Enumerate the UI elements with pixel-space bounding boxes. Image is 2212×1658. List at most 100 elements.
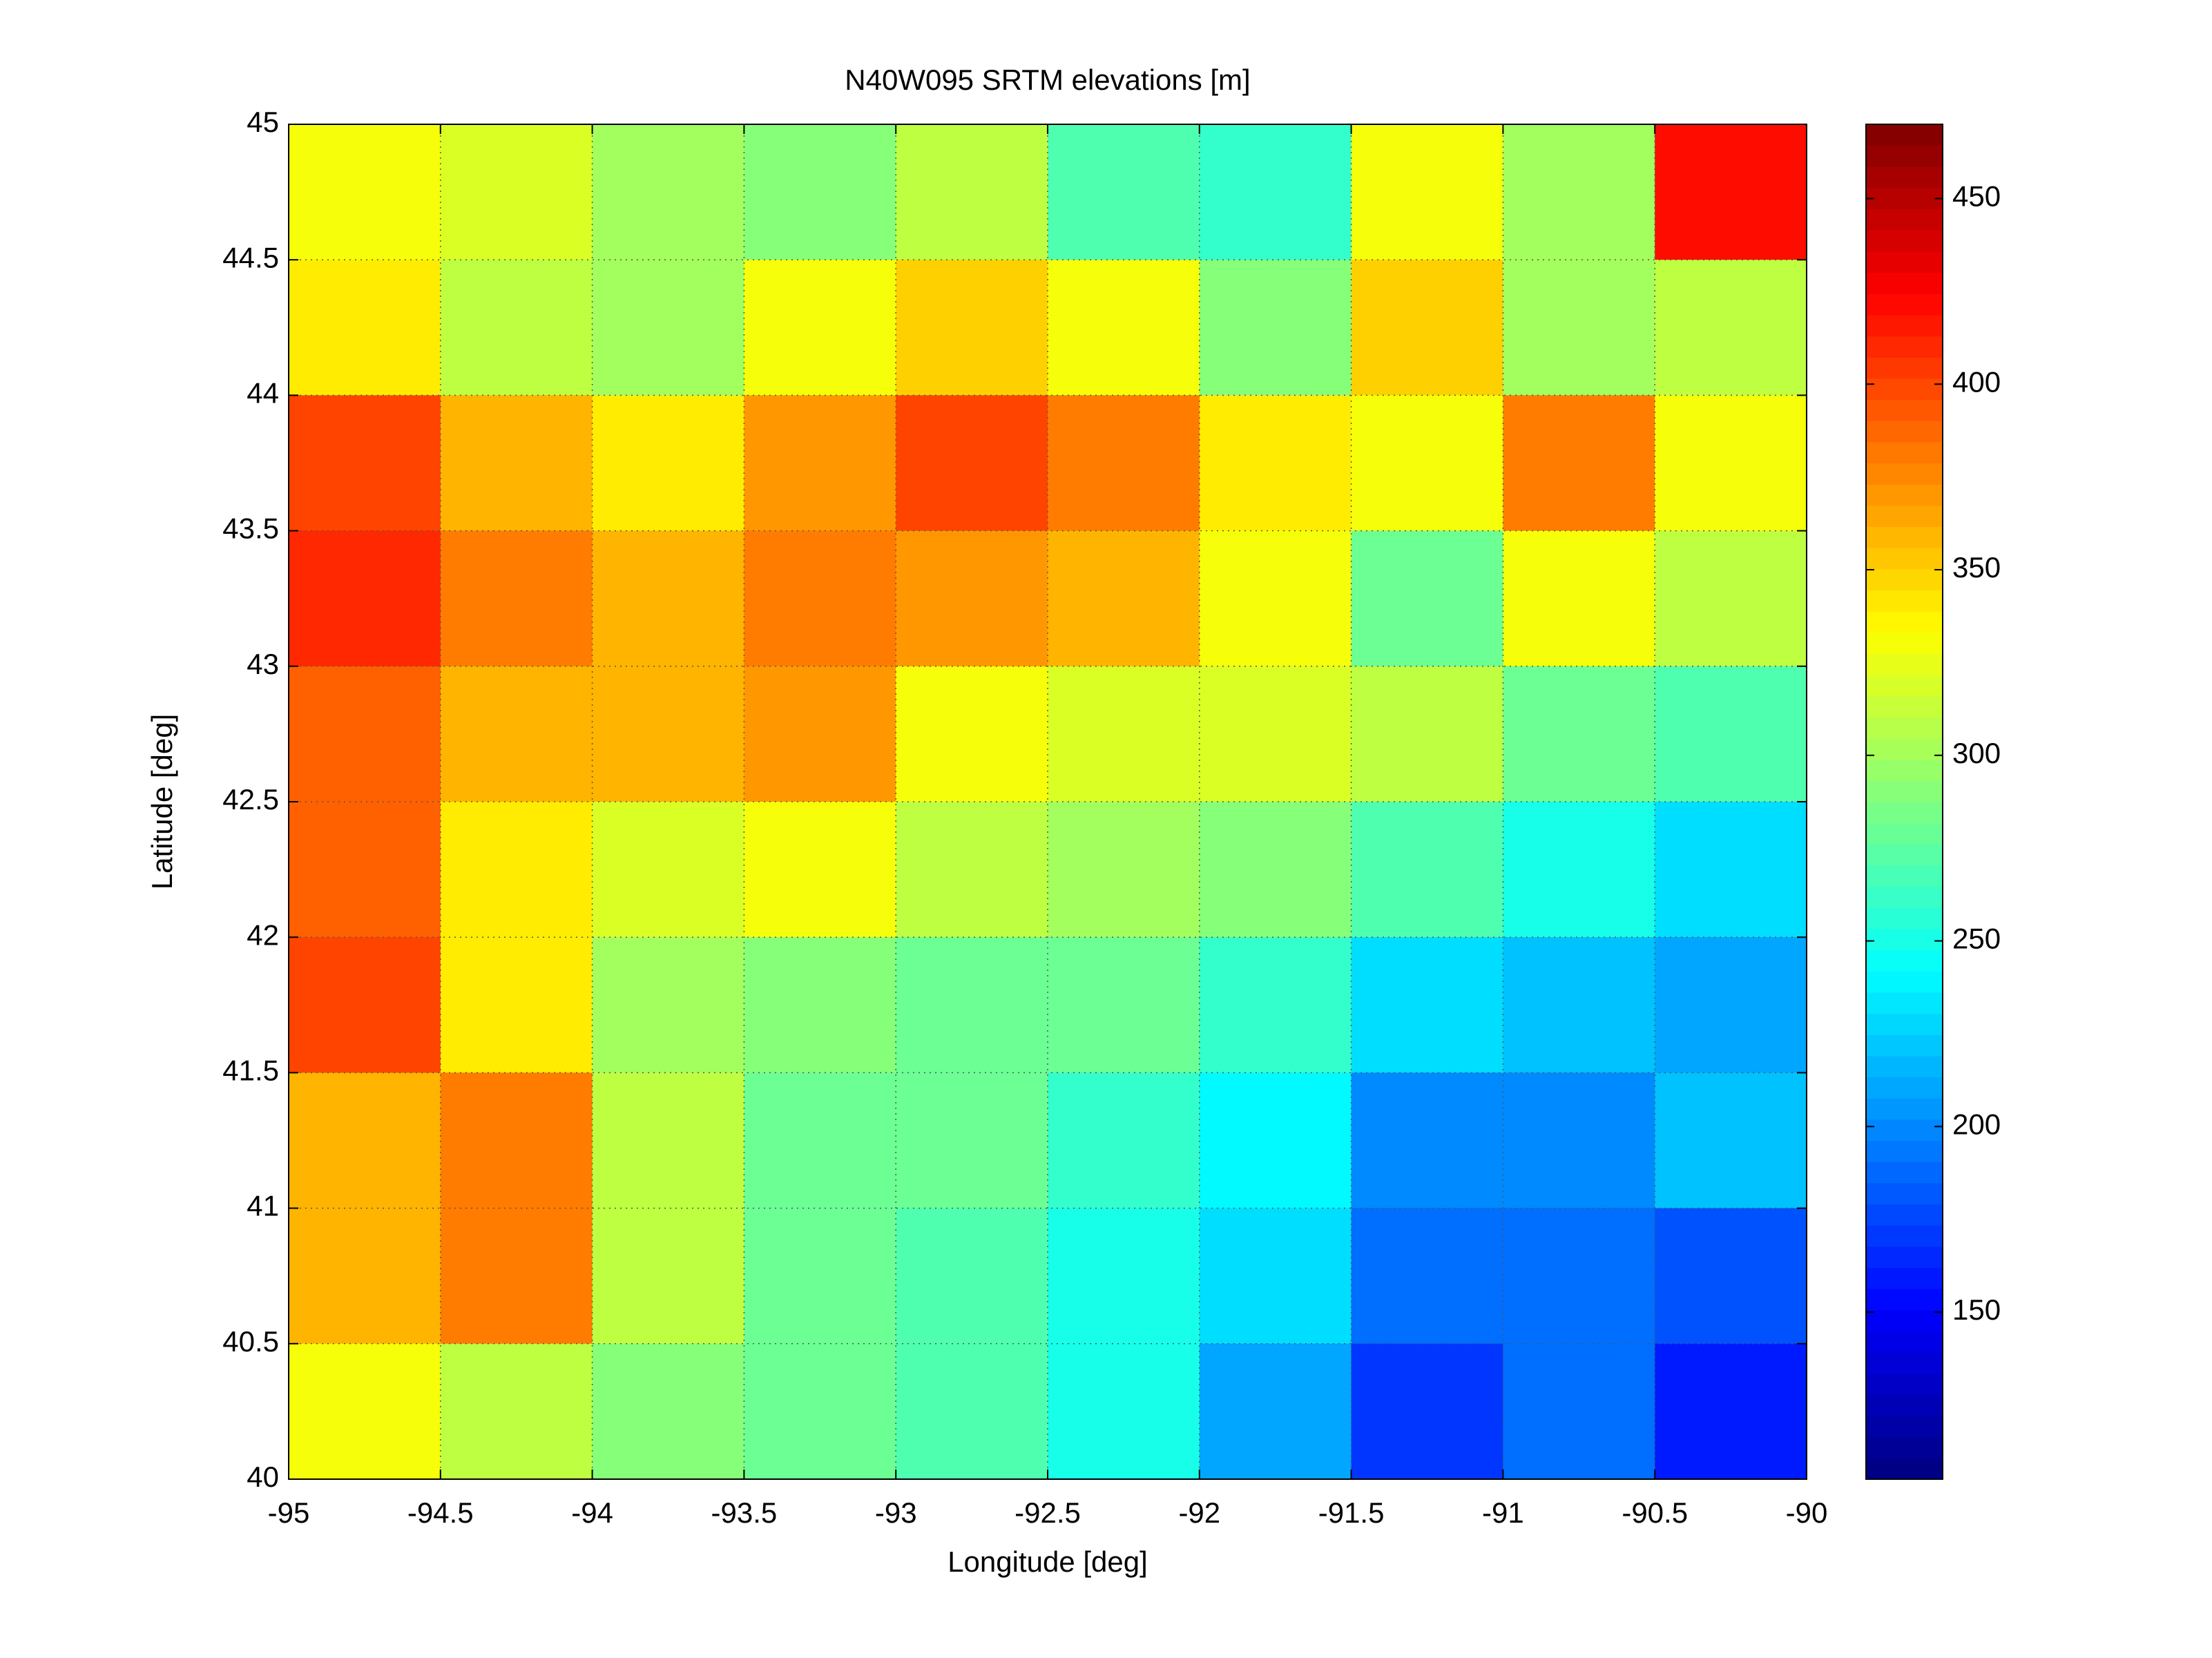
colorbar-swatch <box>1866 695 1943 717</box>
heat-cell <box>1351 802 1503 938</box>
colorbar-swatch <box>1866 230 1943 252</box>
colorbar-swatch <box>1866 928 1943 951</box>
colorbar-swatch <box>1866 1458 1943 1480</box>
colorbar-swatch <box>1866 526 1943 548</box>
heat-cell <box>1048 1343 1200 1480</box>
colorbar-swatch <box>1866 314 1943 337</box>
colorbar-swatch <box>1866 1098 1943 1120</box>
heat-cell <box>1199 666 1352 802</box>
colorbar-swatch <box>1866 780 1943 802</box>
heat-cell <box>440 124 593 260</box>
x-tick-label: -93 <box>875 1496 917 1529</box>
heat-cell <box>1199 1072 1352 1209</box>
heat-cell <box>1351 1072 1503 1209</box>
colorbar-swatch <box>1866 463 1943 485</box>
colorbar-swatch <box>1866 971 1943 993</box>
colorbar-swatch <box>1866 378 1943 401</box>
x-tick-label: -93.5 <box>711 1496 778 1529</box>
colorbar-swatch <box>1866 950 1943 972</box>
colorbar-tick-label: 300 <box>1952 737 2001 769</box>
heat-cell <box>1655 937 1807 1073</box>
heat-cell <box>289 395 441 532</box>
heat-cell <box>1199 530 1352 667</box>
heat-cell <box>1655 124 1807 260</box>
chart-title: N40W095 SRTM elevations [m] <box>845 64 1250 96</box>
x-axis-label: Longitude [deg] <box>948 1545 1148 1578</box>
heat-cell <box>592 666 744 802</box>
heat-cell <box>1655 666 1807 802</box>
heat-cell <box>289 1343 441 1480</box>
colorbar-swatch <box>1866 399 1943 421</box>
heat-cell <box>1655 1208 1807 1344</box>
heat-cell <box>1503 802 1655 938</box>
x-tick-label: -90.5 <box>1622 1496 1688 1529</box>
colorbar-swatch <box>1866 505 1943 528</box>
heat-cell <box>440 1343 593 1480</box>
colorbar-swatch <box>1866 1289 1943 1311</box>
heat-cell <box>1351 395 1503 532</box>
colorbar-swatch <box>1866 336 1943 358</box>
heat-cell <box>1199 1208 1352 1344</box>
colorbar-swatch <box>1866 441 1943 464</box>
heat-cell <box>1199 1343 1352 1480</box>
x-tick-label: -91 <box>1482 1496 1524 1529</box>
heat-cell <box>896 395 1048 532</box>
y-tick-label: 42.5 <box>222 783 279 816</box>
colorbar-tick-label: 200 <box>1952 1108 2001 1140</box>
y-tick-label: 43 <box>247 648 279 680</box>
heat-cell <box>592 1208 744 1344</box>
colorbar-swatch <box>1866 1267 1943 1289</box>
heat-cell <box>1048 395 1200 532</box>
y-tick-label: 44 <box>247 376 279 409</box>
heat-cell <box>896 666 1048 802</box>
colorbar-swatch <box>1866 1246 1943 1269</box>
heat-cell <box>1655 802 1807 938</box>
heat-cell <box>896 1208 1048 1344</box>
heat-cell <box>896 1072 1048 1209</box>
heat-cell <box>896 1343 1048 1480</box>
heat-cell <box>440 260 593 396</box>
colorbar-tick-label: 150 <box>1952 1293 2001 1326</box>
colorbar-swatch <box>1866 992 1943 1014</box>
plot-frame <box>288 124 1807 1480</box>
heat-cell <box>1503 937 1655 1073</box>
heat-cell <box>592 395 744 532</box>
heat-cell <box>744 1208 896 1344</box>
heat-cell <box>1351 530 1503 667</box>
heat-cell <box>592 937 744 1073</box>
x-tick-label: -92 <box>1178 1496 1220 1529</box>
colorbar-swatch <box>1866 357 1943 379</box>
heat-cell <box>440 1072 593 1209</box>
heat-cell <box>1351 666 1503 802</box>
colorbar-swatch <box>1866 738 1943 760</box>
heat-cell <box>289 1072 441 1209</box>
colorbar-tick-label: 250 <box>1952 923 2001 955</box>
heat-cell <box>440 395 593 532</box>
colorbar-swatch <box>1866 1140 1943 1162</box>
heat-cell <box>1503 260 1655 396</box>
y-tick-label: 42 <box>247 918 279 951</box>
colorbar-swatch <box>1866 124 1943 146</box>
colorbar-swatch <box>1866 293 1943 316</box>
colorbar-swatch <box>1866 1161 1943 1184</box>
colorbar-swatch <box>1866 1331 1943 1353</box>
heat-cell <box>1048 260 1200 396</box>
heat-cell <box>440 802 593 938</box>
colorbar-swatch <box>1866 1373 1943 1395</box>
heat-cell <box>744 530 896 667</box>
colorbar-swatch <box>1866 145 1943 167</box>
heat-cell <box>744 260 896 396</box>
heat-cell <box>440 1208 593 1344</box>
colorbar-swatch <box>1866 1436 1943 1458</box>
heat-cell <box>289 124 441 260</box>
colorbar-swatch <box>1866 1182 1943 1205</box>
colorbar-swatch <box>1866 1013 1943 1035</box>
heat-cell <box>744 1343 896 1480</box>
heat-cell <box>896 530 1048 667</box>
heat-cell <box>1351 124 1503 260</box>
heat-cell <box>1048 530 1200 667</box>
colorbar-swatch <box>1866 1394 1943 1416</box>
y-tick-label: 41 <box>247 1190 279 1222</box>
heat-cell <box>1655 1072 1807 1209</box>
colorbar-swatch <box>1866 717 1943 739</box>
